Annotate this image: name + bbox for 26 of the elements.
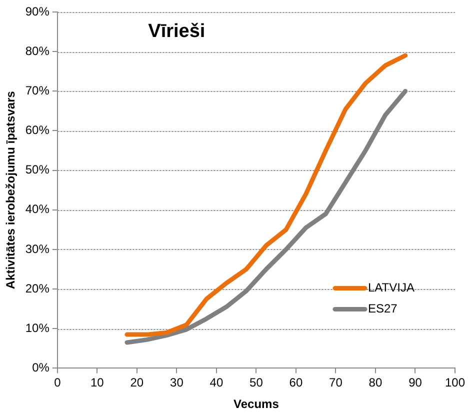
x-tick-label: 50	[250, 376, 264, 390]
x-tick-label: 40	[210, 376, 224, 390]
x-axis-title: Vecums	[234, 397, 280, 412]
y-tick-label: 30%	[25, 242, 50, 256]
x-tick-label: 80	[368, 376, 382, 390]
x-tick-label: 10	[90, 376, 104, 390]
x-tick-label: 90	[408, 376, 422, 390]
legend-label: LATVIJA	[368, 280, 414, 295]
y-tick-label: 10%	[25, 320, 50, 335]
y-tick-label: 20%	[25, 281, 50, 296]
y-tick-label: 80%	[25, 44, 50, 58]
x-tick-label: 60	[289, 376, 303, 390]
text: Vīrieši	[148, 21, 206, 42]
legend-label: ES27	[368, 302, 398, 316]
x-tick-label: 0	[54, 376, 62, 390]
x-tick-label: 70	[329, 376, 343, 390]
y-tick-label: 50%	[25, 162, 50, 177]
y-tick-label: 90%	[25, 4, 50, 18]
x-tick-label: 30	[170, 376, 184, 390]
y-axis-title: Aktivitātes ierobežojumu īpatsvars	[4, 90, 18, 290]
x-tick-label: 100	[444, 376, 466, 390]
y-tick-label: 0%	[32, 360, 50, 375]
y-tick-label: 70%	[25, 83, 50, 98]
y-tick-label: 40%	[25, 202, 50, 216]
x-tick-label: 20	[130, 376, 144, 390]
y-tick-label: 60%	[25, 123, 50, 138]
